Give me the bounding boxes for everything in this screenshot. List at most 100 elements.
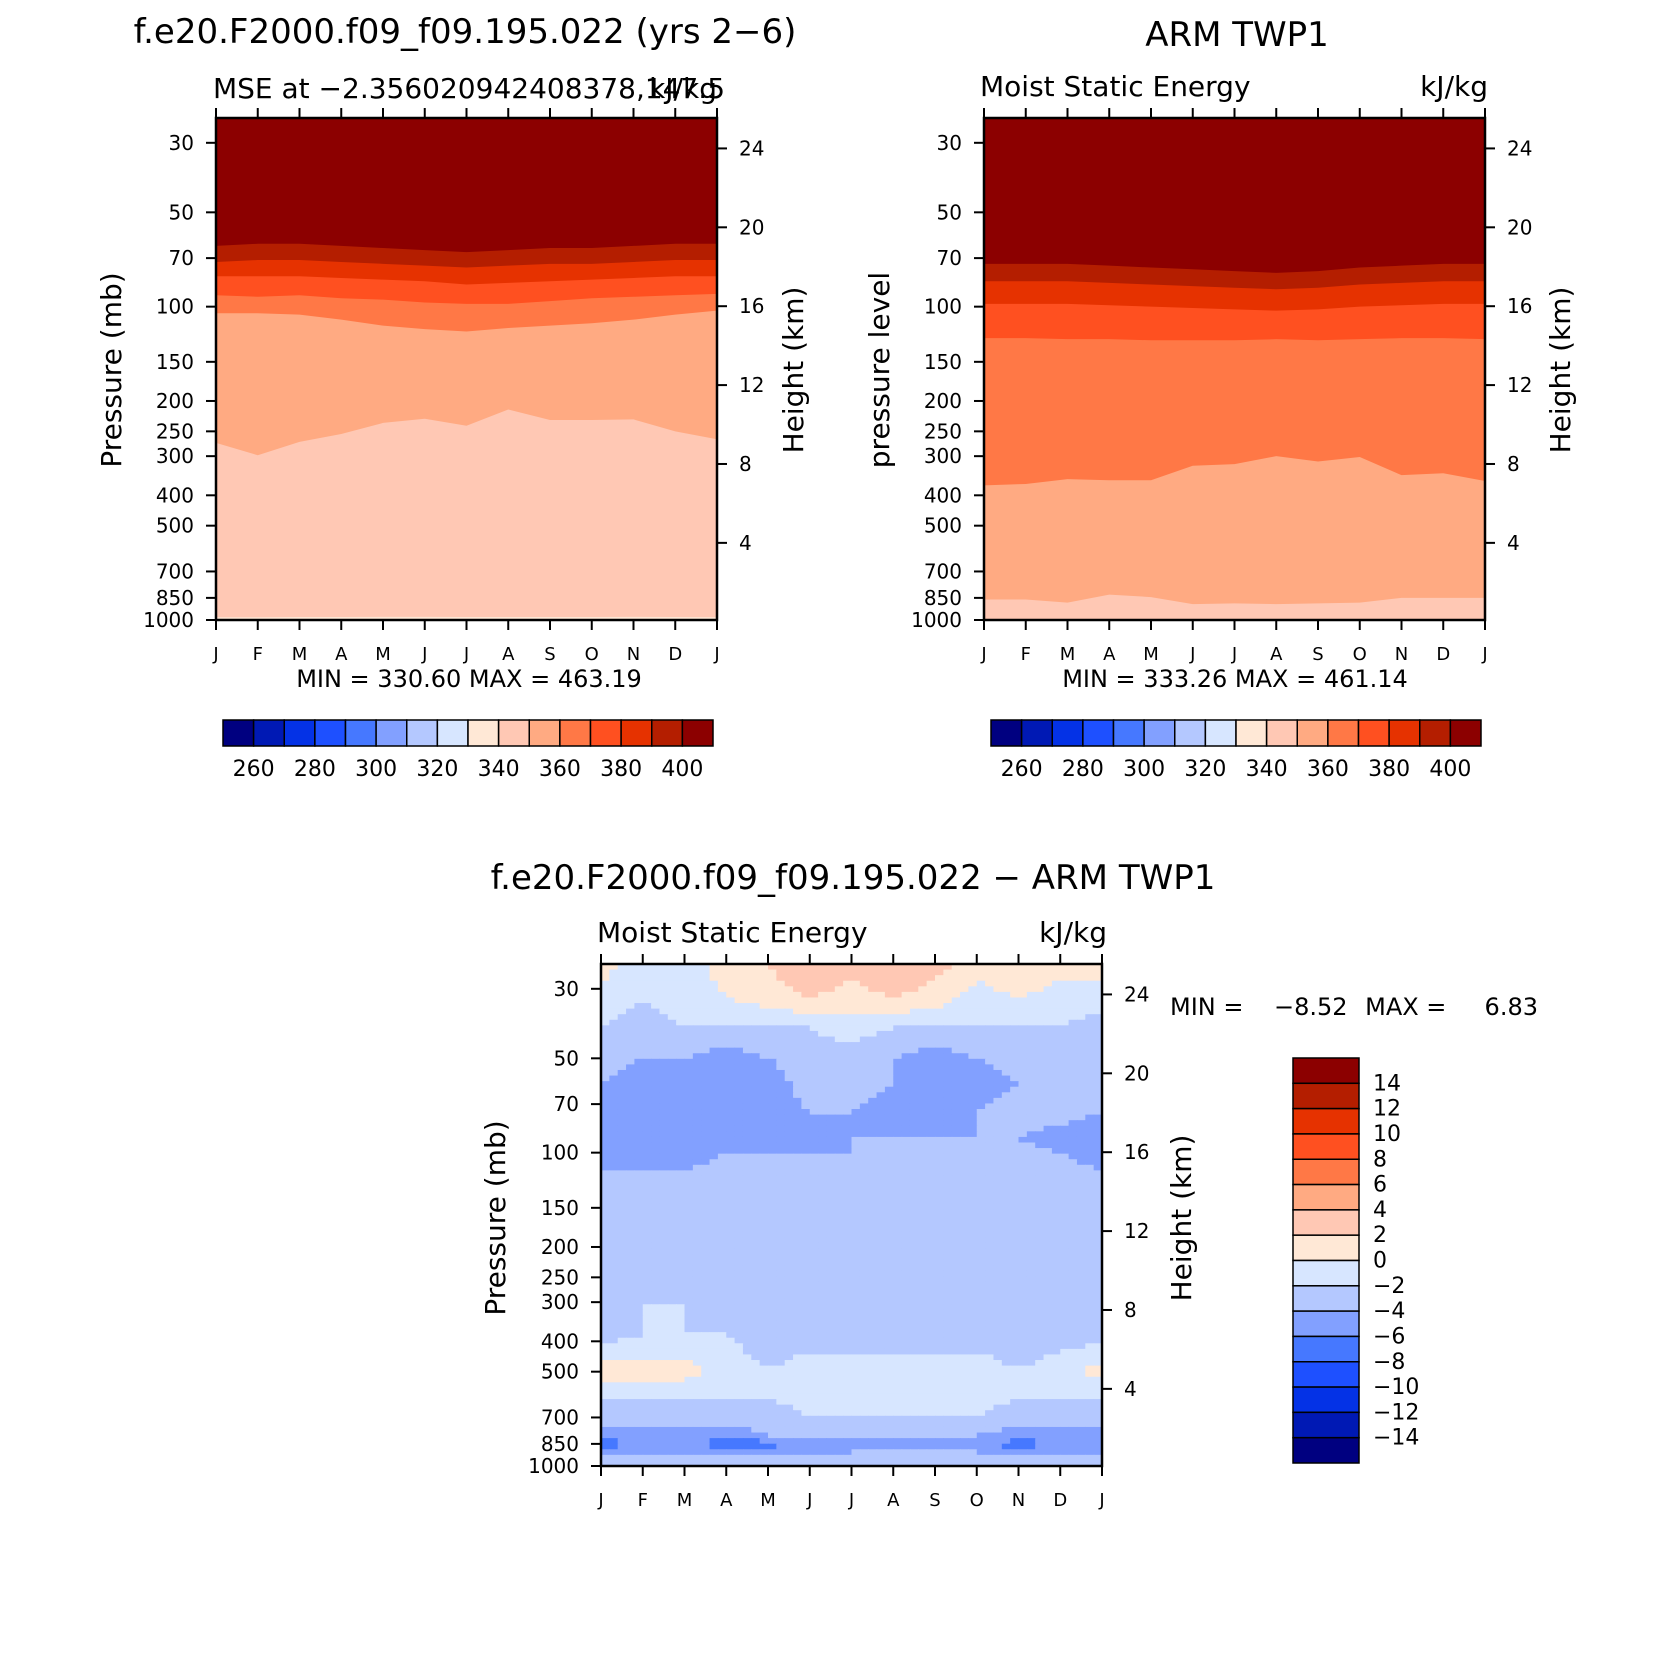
contour-cell [1093, 1315, 1103, 1322]
contour-cell [768, 1097, 777, 1105]
contour-cell [1051, 1069, 1061, 1077]
contour-cell [701, 1337, 711, 1344]
colorbar-box [559, 719, 592, 747]
contour-cell [609, 1047, 619, 1054]
contour-cell [884, 1053, 894, 1060]
contour-cell [951, 1109, 961, 1116]
contour-cell [1068, 1237, 1078, 1244]
contour-cell [918, 1036, 928, 1043]
contour-cell [1026, 1365, 1036, 1372]
contour-cell [868, 1042, 878, 1049]
contour-cell [901, 1354, 911, 1361]
contour-cell [784, 1209, 794, 1216]
contour-cell [834, 1153, 844, 1160]
contour-cell [993, 1030, 1003, 1038]
contour-cell [742, 1103, 752, 1110]
contour-cell [684, 1304, 694, 1311]
contour-cell [692, 1387, 702, 1395]
contour-cell [634, 1259, 644, 1266]
contour-cell [742, 1365, 752, 1372]
contour-cell [801, 1075, 811, 1082]
contour-cell [818, 964, 828, 971]
contour-cell [709, 1069, 719, 1077]
contour-cell [1035, 1399, 1045, 1406]
contour-cell [943, 1265, 953, 1272]
contour-cell [1018, 1159, 1028, 1166]
contour-cell [676, 1270, 686, 1277]
contour-cell [976, 1348, 986, 1356]
contour-cell [834, 1125, 844, 1132]
contour-cell [701, 1203, 711, 1211]
contour-cell [1043, 1181, 1053, 1188]
contour-cell [826, 969, 836, 976]
contour-cell [1026, 1187, 1036, 1194]
contour-cell [793, 1192, 802, 1199]
contour-cell [993, 1237, 1003, 1244]
contour-cell [1035, 1220, 1045, 1227]
contour-cell [968, 1103, 978, 1110]
contour-cell [976, 1030, 986, 1038]
contour-cell [642, 1198, 652, 1205]
colorbar: 260 280 300 320 340 360 380 400 [222, 719, 714, 782]
contour-cell [1018, 1081, 1028, 1088]
contour-cell [935, 1332, 944, 1339]
contour-cell [768, 1315, 777, 1322]
contour-cell [759, 1371, 769, 1378]
contour-cell [993, 1064, 1003, 1071]
contour-cell [1051, 975, 1061, 982]
contour-cell [985, 1343, 995, 1350]
contour-cell [859, 1170, 869, 1177]
contour-cell [709, 1248, 719, 1255]
contour-cell [843, 1187, 853, 1194]
contour-cell [884, 1354, 894, 1361]
contour-cell [634, 1309, 644, 1316]
contour-cell [617, 1170, 627, 1177]
contour-cell [692, 969, 702, 976]
contour-cell [793, 1170, 802, 1177]
contour-cell [901, 1159, 911, 1166]
contour-cell [701, 1393, 711, 1400]
contour-cell [684, 1203, 694, 1211]
contour-cell [1010, 1309, 1020, 1316]
contour-cell [751, 1036, 761, 1043]
contour-cell [843, 1170, 853, 1177]
contour-cell [809, 1287, 819, 1294]
contour-cell [951, 1343, 961, 1350]
contour-cell [859, 1025, 869, 1032]
colorbar-box [1449, 719, 1482, 747]
contour-cell [609, 1376, 619, 1383]
contour-cell [960, 1142, 969, 1149]
contour-cell [943, 1231, 953, 1238]
contour-cell [751, 1097, 761, 1105]
contour-cell [901, 1030, 911, 1038]
contour-cell [659, 1153, 669, 1160]
contour-cell [801, 1069, 811, 1077]
contour-cell [809, 1354, 819, 1361]
contour-cell [809, 1226, 819, 1233]
contour-cell [784, 1376, 794, 1383]
contour-cell [768, 1092, 777, 1099]
contour-cell [784, 1270, 794, 1277]
contour-cell [717, 1387, 727, 1395]
contour-cell [901, 969, 911, 976]
left-label: Moist Static Energy [980, 70, 1251, 103]
contour-cell [884, 997, 894, 1004]
contour-cell [926, 1198, 936, 1205]
contour-cell [1043, 1025, 1053, 1032]
contour-cell [617, 1215, 627, 1222]
contour-cell [1035, 1030, 1045, 1038]
contour-cell [717, 1254, 727, 1261]
contour-cell [726, 1265, 736, 1272]
contour-cell [751, 1287, 761, 1294]
contour-cell [801, 1287, 811, 1294]
contour-cell [717, 975, 727, 982]
contour-cell [1035, 1153, 1045, 1160]
contour-cell [985, 1025, 995, 1032]
contour-cell [926, 1092, 936, 1099]
contour-cell [793, 1003, 802, 1010]
contour-cell [951, 1058, 961, 1065]
contour-cell [676, 1281, 686, 1289]
contour-cell [834, 1114, 844, 1121]
contour-cell [851, 1058, 861, 1065]
contour-cell [692, 1175, 702, 1183]
